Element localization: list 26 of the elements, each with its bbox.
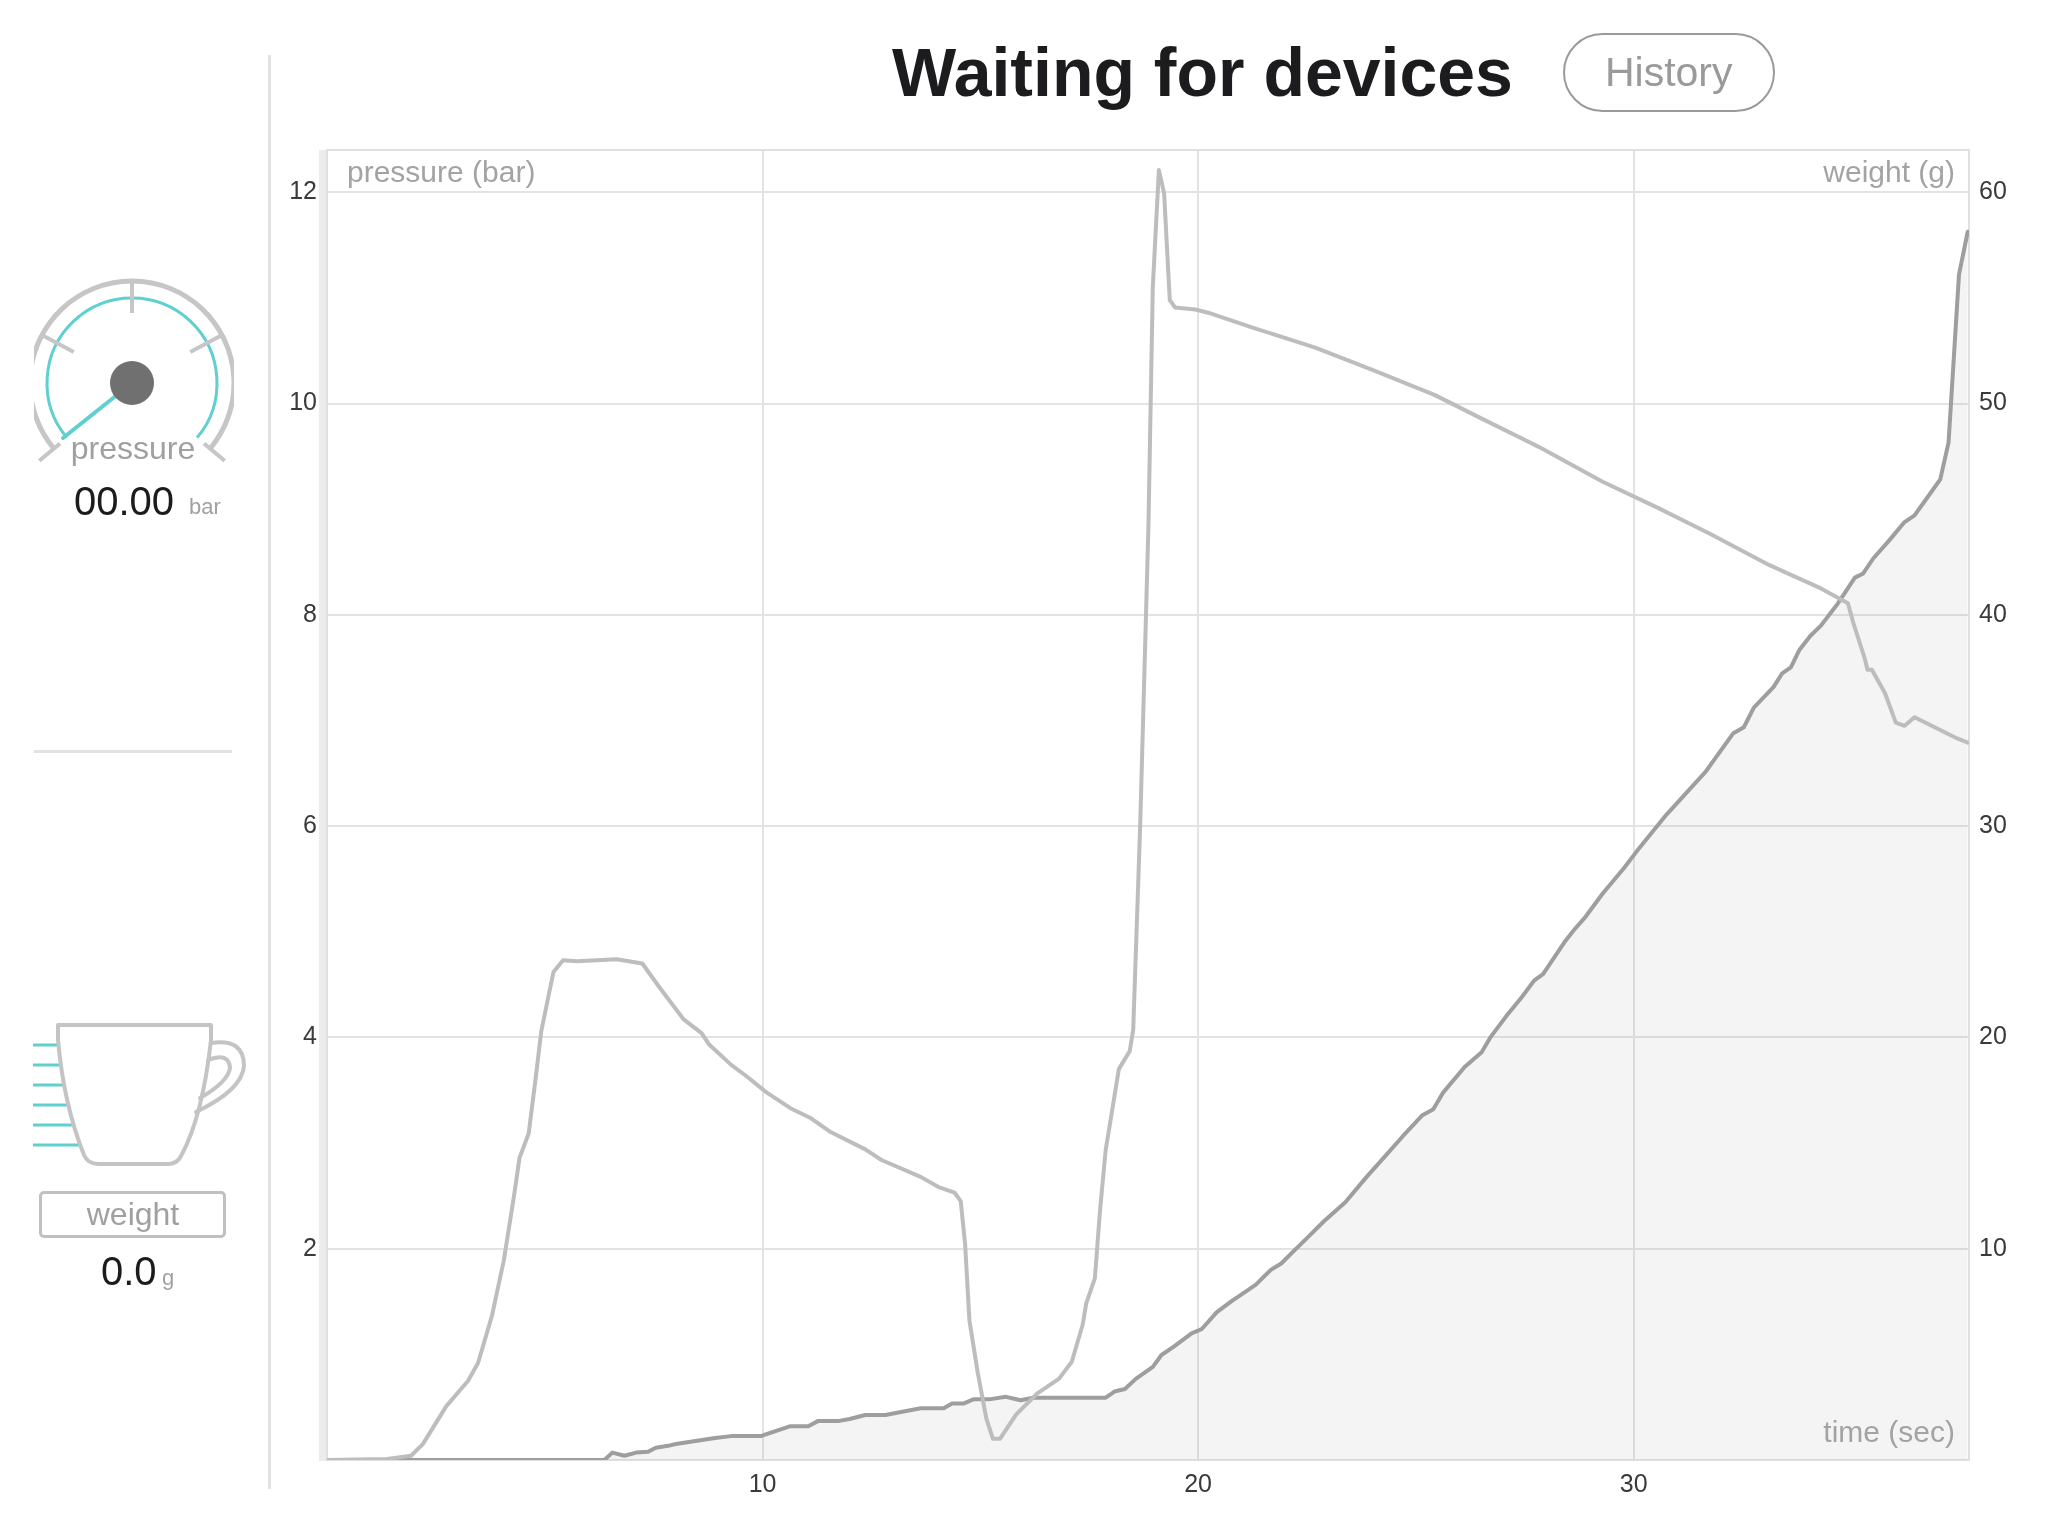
y2-tick-label: 10 — [1979, 1232, 2007, 1261]
y2-tick-label: 20 — [1979, 1021, 2007, 1050]
y2-tick-label: 30 — [1979, 810, 2007, 839]
y-tick-label: 8 — [303, 598, 317, 627]
y2-axis-title: weight (g) — [1822, 155, 1955, 189]
chart-title: Waiting for devices — [892, 33, 1513, 112]
y-axis-title: pressure (bar) — [347, 155, 536, 189]
text: g — [162, 1265, 175, 1291]
text: bar — [189, 494, 221, 520]
text: weight — [86, 1195, 180, 1233]
y-tick-label: 4 — [303, 1021, 318, 1050]
y2-tick-label: 50 — [1979, 387, 2007, 416]
x-axis-title: time (sec) — [1823, 1415, 1955, 1449]
x-tick-label: 10 — [748, 1468, 777, 1497]
y-tick-label: 6 — [303, 810, 317, 839]
y-tick-label: 12 — [289, 176, 317, 205]
y2-tick-label: 60 — [1979, 176, 2007, 205]
y-tick-label: 2 — [303, 1232, 317, 1261]
text: History — [1604, 49, 1733, 96]
y2-tick-label: 40 — [1979, 598, 2007, 627]
text: pressure — [70, 429, 196, 467]
text: 00.00 — [74, 478, 175, 524]
y-tick-label: 10 — [289, 387, 317, 416]
x-tick-label: 30 — [1619, 1468, 1648, 1497]
x-tick-label: 20 — [1184, 1468, 1212, 1497]
text: 0.0 — [101, 1248, 157, 1294]
